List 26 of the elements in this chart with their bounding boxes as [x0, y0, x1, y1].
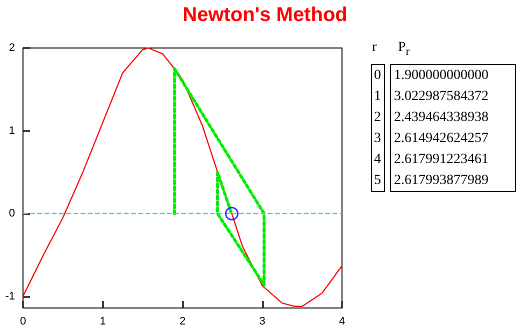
text: 4 — [374, 151, 381, 169]
text: 2.614942624257 — [394, 130, 488, 148]
line-series — [22, 47, 343, 307]
x-tick-label: 3 — [259, 316, 266, 328]
chart-title: Newton's Method — [182, 4, 348, 26]
text: r — [372, 40, 377, 56]
text: 2.439464338938 — [394, 109, 488, 127]
text: 1 — [374, 88, 381, 106]
y-tick-label: 0 — [8, 208, 15, 220]
text: 0 — [374, 67, 381, 85]
x-tick-label: 4 — [338, 316, 346, 328]
y-tick-label: 2 — [8, 42, 15, 54]
line-series — [173, 67, 266, 286]
x-tick-label: 1 — [100, 316, 106, 328]
text: 1.900000000000 — [394, 67, 488, 85]
text: 2 — [374, 109, 381, 127]
text: 3.022987584372 — [394, 88, 488, 106]
x-tick-label: 0 — [20, 316, 26, 328]
text: 2.617991223461 — [394, 151, 488, 169]
text: 5 — [374, 172, 381, 190]
x-tick-label: 2 — [179, 316, 186, 328]
text: 2.617993877989 — [394, 172, 488, 190]
text: 3 — [374, 130, 381, 148]
y-tick-label: -1 — [5, 290, 15, 302]
text: P$_{r}$ — [398, 40, 410, 58]
y-tick-label: 1 — [8, 124, 15, 137]
